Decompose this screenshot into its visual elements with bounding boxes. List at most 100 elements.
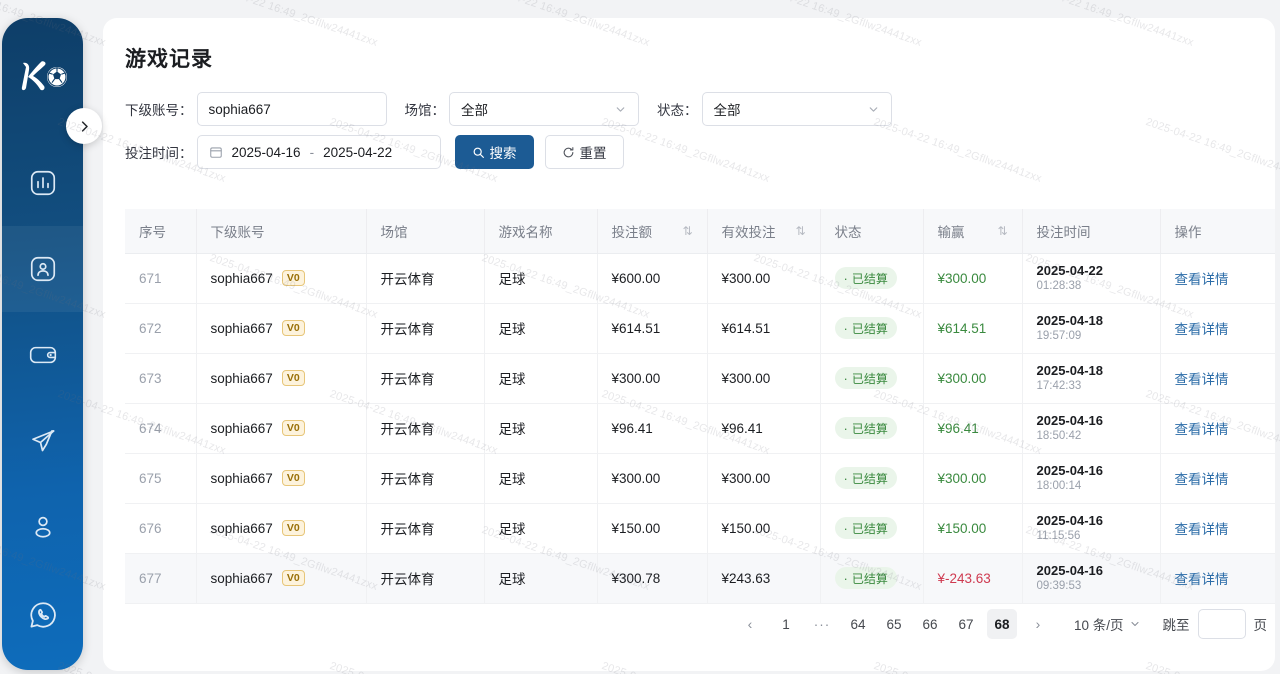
cell-index-value: 671	[139, 270, 162, 286]
view-detail-link[interactable]: 查看详情	[1174, 322, 1229, 337]
cell-valid-bet-value: ¥300.00	[721, 370, 771, 386]
pagination-page-66[interactable]: 66	[922, 616, 938, 632]
sort-toggle-icon[interactable]: ⇅	[682, 223, 693, 238]
cell-status: · 已结算	[820, 253, 924, 304]
cell-venue-value: 开云体育	[380, 572, 435, 587]
bettime-daterange-input[interactable]: 2025-04-16 - 2025-04-22	[196, 135, 441, 169]
status-badge: · 已结算	[834, 417, 897, 439]
pagination-next[interactable]: ›	[1035, 616, 1041, 632]
chevron-down-icon	[869, 106, 877, 112]
table-header-winloss[interactable]: 输赢 ⇅	[923, 209, 1023, 254]
sidebar-item-promotions[interactable]	[2, 398, 83, 484]
sidebar-item-profile[interactable]	[2, 484, 83, 570]
bet-date: 2025-04-16	[1036, 462, 1104, 478]
table-row[interactable]: 677 sophia667 V0 开云体育 足球 ¥300.78 ¥243.63 · 已结算 ¥-…	[125, 553, 1275, 604]
table-row[interactable]: 674 sophia667 V0 开云体育 足球 ¥96.41 ¥96.41 · 已结算 ¥96.…	[125, 403, 1275, 454]
filter-row-1: 下级账号： sophia667 场馆： 全部 状态： 全部	[125, 92, 1255, 126]
pagination-page-64[interactable]: 64	[850, 616, 866, 632]
status-badge-label: 已结算	[851, 521, 888, 536]
page-jump-input[interactable]	[1197, 609, 1246, 639]
cell-account: sophia667 V0	[196, 353, 367, 404]
paper-plane-icon	[31, 430, 54, 452]
cell-account: sophia667 V0	[196, 253, 367, 304]
page-size-select[interactable]: 10 条/页	[1074, 614, 1141, 634]
view-detail-link[interactable]: 查看详情	[1174, 372, 1229, 387]
cell-game-value: 足球	[498, 272, 526, 287]
venue-select[interactable]: 全部	[449, 92, 639, 126]
sidebar-collapse-button[interactable]	[66, 108, 102, 144]
table-row[interactable]: 673 sophia667 V0 开云体育 足球 ¥300.00 ¥300.00 · 已结算 ¥3…	[125, 353, 1275, 404]
table-row[interactable]: 675 sophia667 V0 开云体育 足球 ¥300.00 ¥300.00 · 已结算 ¥3…	[125, 453, 1275, 504]
chevron-right-icon	[81, 120, 88, 132]
status-badge-label: 已结算	[851, 421, 888, 436]
cell-index: 672	[125, 303, 197, 354]
cell-winloss: ¥150.00	[923, 503, 1023, 554]
cell-bet-amount-value: ¥150.00	[611, 520, 661, 536]
person-icon	[34, 516, 51, 538]
cell-game: 足球	[484, 453, 598, 504]
cell-game: 足球	[484, 353, 598, 404]
cell-bet-time: 2025-04-18 17:42:33	[1022, 353, 1161, 404]
bet-clock: 11:15:56	[1036, 529, 1081, 542]
sidebar-item-members[interactable]	[2, 226, 83, 312]
cell-bet-amount-value: ¥300.00	[611, 370, 661, 386]
vip-badge: V0	[281, 470, 305, 486]
cell-account: sophia667 V0	[196, 503, 367, 554]
cell-winloss: ¥614.51	[923, 303, 1023, 354]
pagination-ellipsis: ···	[813, 616, 831, 632]
cell-account: sophia667 V0	[196, 553, 367, 604]
sort-toggle-icon[interactable]: ⇅	[997, 223, 1008, 238]
cell-valid-bet-value: ¥150.00	[721, 520, 771, 536]
pagination-page-67[interactable]: 67	[958, 616, 974, 632]
main-card: 游戏记录 下级账号： sophia667 场馆： 全部 状态：	[103, 18, 1275, 671]
cell-valid-bet-value: ¥614.51	[721, 320, 771, 336]
venue-filter-label: 场馆：	[404, 103, 446, 118]
cell-game-value: 足球	[498, 572, 526, 587]
table-header-bet[interactable]: 投注额 ⇅	[597, 209, 708, 254]
table-header-label: 输赢	[937, 224, 965, 240]
cell-status: · 已结算	[820, 403, 924, 454]
view-detail-link[interactable]: 查看详情	[1174, 522, 1229, 537]
cell-action: 查看详情	[1160, 253, 1275, 304]
table-header-valid[interactable]: 有效投注 ⇅	[707, 209, 821, 254]
cell-valid-bet-value: ¥300.00	[721, 270, 771, 286]
view-detail-link[interactable]: 查看详情	[1174, 472, 1229, 487]
table-header-label: 操作	[1174, 224, 1202, 240]
search-button[interactable]: 搜索	[454, 135, 534, 169]
sidebar-support[interactable]	[2, 572, 83, 658]
status-badge: · 已结算	[834, 517, 897, 539]
table-row[interactable]: 676 sophia667 V0 开云体育 足球 ¥150.00 ¥150.00 · 已结算 ¥1…	[125, 503, 1275, 554]
cell-bet-amount: ¥614.51	[597, 303, 708, 354]
view-detail-link[interactable]: 查看详情	[1174, 422, 1229, 437]
cell-venue: 开云体育	[366, 353, 485, 404]
table-row[interactable]: 672 sophia667 V0 开云体育 足球 ¥614.51 ¥614.51 · 已结算 ¥6…	[125, 303, 1275, 354]
status-badge: · 已结算	[834, 267, 897, 289]
sidebar-item-support[interactable]	[2, 572, 83, 658]
account-name: sophia667	[210, 270, 273, 286]
table-header-action: 操作	[1160, 209, 1275, 254]
view-detail-link[interactable]: 查看详情	[1174, 272, 1229, 287]
status-select[interactable]: 全部	[701, 92, 892, 126]
pagination-page-68[interactable]: 68	[986, 609, 1017, 639]
cell-venue: 开云体育	[366, 553, 485, 604]
cell-index: 676	[125, 503, 197, 554]
brand-logo[interactable]	[2, 54, 83, 98]
cell-account: sophia667 V0	[196, 403, 367, 454]
page-size-value: 10 条/页	[1073, 618, 1124, 633]
view-detail-link[interactable]: 查看详情	[1174, 572, 1229, 587]
cell-winloss: ¥300.00	[923, 453, 1023, 504]
page-title: 游戏记录	[125, 48, 213, 71]
sort-toggle-icon[interactable]: ⇅	[795, 223, 806, 238]
sidebar-item-reports[interactable]	[2, 140, 83, 226]
reset-button[interactable]: 重置	[544, 135, 624, 169]
cell-venue: 开云体育	[366, 403, 485, 454]
account-input[interactable]: sophia667	[196, 92, 387, 126]
cell-bet-amount-value: ¥300.00	[611, 470, 661, 486]
sidebar-item-wallet[interactable]	[2, 312, 83, 398]
pagination-page-65[interactable]: 65	[886, 616, 902, 632]
pagination-page-1[interactable]: 1	[782, 616, 790, 632]
pagination-prev[interactable]: ‹	[747, 616, 753, 632]
account-name: sophia667	[210, 470, 273, 486]
table-row[interactable]: 671 sophia667 V0 开云体育 足球 ¥600.00 ¥300.00 · 已结算 ¥3…	[125, 253, 1275, 304]
